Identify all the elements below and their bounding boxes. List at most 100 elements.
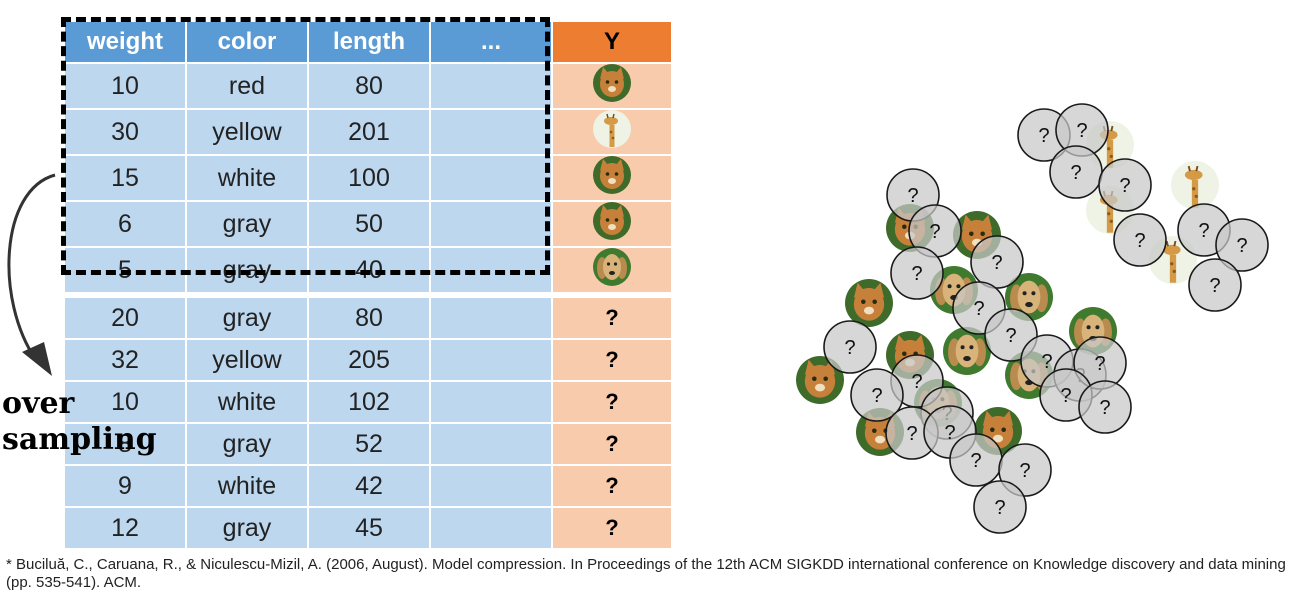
labeled-row: 10 red 80: [63, 62, 673, 110]
cell-color: gray: [185, 246, 309, 296]
unknown-mark: ?: [1038, 125, 1049, 147]
unknown-mark: ?: [973, 298, 984, 320]
unknown-sample: ?: [970, 235, 1024, 289]
dog-icon: [593, 248, 631, 286]
cell-weight: 20: [63, 292, 187, 340]
cell-more: [429, 422, 553, 466]
cell-y-unknown: ?: [551, 422, 673, 466]
cell-color: red: [185, 62, 309, 110]
unknown-mark: ?: [1070, 162, 1081, 184]
unlabeled-row: 12 gray 45?: [63, 506, 673, 550]
cell-y-unknown: ?: [551, 292, 673, 340]
cell-y-label: [551, 62, 673, 110]
cell-weight: 5: [63, 246, 187, 296]
oversampling-label: over sampling: [2, 386, 157, 458]
cell-length: 80: [307, 62, 431, 110]
cell-length: 45: [307, 506, 431, 550]
cell-color: gray: [185, 422, 309, 466]
cell-y-unknown: ?: [551, 506, 673, 550]
cell-more: [429, 464, 553, 508]
cell-color: white: [185, 380, 309, 424]
cell-color: yellow: [185, 338, 309, 382]
cell-weight: 12: [63, 506, 187, 550]
dog-icon: [1005, 273, 1053, 321]
unknown-mark: ?: [871, 385, 882, 407]
cell-y-unknown: ?: [551, 464, 673, 508]
cell-weight: 9: [63, 464, 187, 508]
unknown-mark: ?: [1236, 235, 1247, 257]
cat-icon: [796, 356, 844, 404]
cell-y-unknown: ?: [551, 380, 673, 424]
cell-length: 42: [307, 464, 431, 508]
unlabeled-row: 20 gray 80?: [63, 292, 673, 340]
cell-length: 80: [307, 292, 431, 340]
unknown-samples: ????????????????????????????: [823, 103, 1269, 534]
unknown-mark: ?: [1005, 325, 1016, 347]
unknown-sample: ?: [973, 480, 1027, 534]
cell-weight: 32: [63, 338, 187, 382]
cell-weight: 10: [63, 380, 187, 424]
labeled-row: 6 gray 50: [63, 200, 673, 248]
unknown-mark: ?: [994, 497, 1005, 519]
cell-length: 52: [307, 422, 431, 466]
unknown-mark: ?: [1076, 120, 1087, 142]
unknown-sample: ?: [1049, 145, 1103, 199]
cell-y-unknown: ?: [551, 338, 673, 382]
cell-more: [429, 338, 553, 382]
unknown-mark: ?: [929, 221, 940, 243]
labeled-row: 30 yellow 201: [63, 108, 673, 156]
unknown-sample: ?: [1188, 258, 1242, 312]
unknown-sample: ?: [1098, 158, 1152, 212]
unknown-mark: ?: [844, 337, 855, 359]
unknown-mark: ?: [1041, 351, 1052, 373]
cell-y-label: [551, 154, 673, 202]
cell-more: [429, 506, 553, 550]
unknown-sample: ?: [1078, 380, 1132, 434]
cell-more: [429, 246, 553, 296]
unknown-mark: ?: [970, 450, 981, 472]
cell-weight: 6: [63, 200, 187, 248]
cell-more: [429, 62, 553, 110]
cell-length: 50: [307, 200, 431, 248]
oversampling-label-line2: sampling: [2, 422, 157, 457]
cell-more: [429, 380, 553, 424]
unknown-sample: ?: [949, 433, 1003, 487]
cell-color: gray: [185, 292, 309, 340]
cell-more: [429, 154, 553, 202]
table-body: 10 red 80 30 yellow 201 15 white 100 6 gray 50 5…: [63, 62, 673, 550]
unknown-mark: ?: [944, 422, 955, 444]
cell-more: [429, 108, 553, 156]
cell-y-label: [551, 246, 673, 296]
unlabeled-row: 10 white 102?: [63, 380, 673, 424]
unknown-mark: ?: [911, 371, 922, 393]
unlabeled-row: 8 gray 52?: [63, 422, 673, 466]
sample-scatter: ????????????????????????????: [796, 103, 1269, 534]
cell-y-label: [551, 108, 673, 156]
cat-icon: [593, 156, 631, 194]
cell-color: white: [185, 154, 309, 202]
cell-weight: 10: [63, 62, 187, 110]
cat-icon: [593, 202, 631, 240]
cat-icon: [845, 279, 893, 327]
unknown-sample: ?: [823, 320, 877, 374]
unknown-sample: ?: [850, 368, 904, 422]
cell-color: gray: [185, 200, 309, 248]
giraffe-icon: [1171, 161, 1219, 209]
header-length: length: [307, 20, 431, 64]
cat-icon: [593, 64, 631, 102]
header-y: Y: [551, 20, 673, 64]
unknown-sample: ?: [1073, 336, 1127, 390]
cell-color: yellow: [185, 108, 309, 156]
cell-more: [429, 200, 553, 248]
unknown-sample: ?: [998, 443, 1052, 497]
cell-length: 205: [307, 338, 431, 382]
header-row: weight color length ... Y: [63, 20, 673, 64]
cell-color: gray: [185, 506, 309, 550]
oversampling-label-line1: over: [2, 386, 75, 421]
unlabeled-row: 9 white 42?: [63, 464, 673, 508]
header-color: color: [185, 20, 309, 64]
unknown-sample: ?: [1215, 218, 1269, 272]
labeled-row: 15 white 100: [63, 154, 673, 202]
dog-icon: [943, 327, 991, 375]
unknown-mark: ?: [906, 423, 917, 445]
